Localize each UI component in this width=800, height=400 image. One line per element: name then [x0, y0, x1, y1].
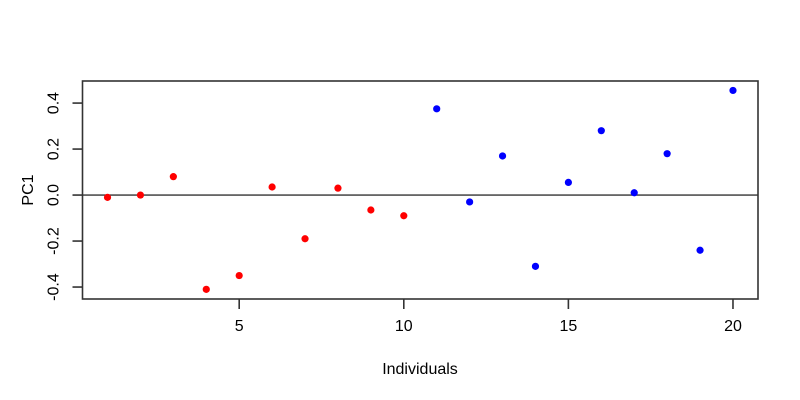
x-tick-label: 15: [559, 318, 577, 335]
y-axis: -0.4 -0.2 0.0 0.2 0.4: [46, 92, 83, 301]
data-point: [334, 184, 342, 192]
data-point: [268, 183, 276, 191]
y-tick-label: 0.0: [46, 184, 63, 206]
x-tick-label: 10: [395, 318, 413, 335]
data-point: [169, 173, 177, 181]
data-point: [696, 246, 704, 254]
y-tick-label: 0.4: [46, 92, 63, 114]
data-point: [466, 198, 474, 206]
data-point: [729, 86, 737, 95]
y-tick-label: -0.4: [46, 273, 63, 301]
x-axis: 5 10 15 20: [235, 299, 742, 335]
data-point: [531, 262, 540, 270]
data-points: [103, 86, 737, 293]
data-point: [630, 189, 638, 197]
data-point: [433, 105, 441, 113]
data-point: [498, 152, 507, 160]
x-axis-label: Individuals: [382, 361, 458, 378]
data-point: [202, 285, 210, 293]
y-axis-label: PC1: [20, 174, 37, 205]
data-point: [597, 127, 605, 135]
data-point: [301, 235, 309, 243]
x-tick-label: 5: [235, 318, 244, 335]
y-tick-label: 0.2: [46, 138, 63, 160]
y-tick-label: -0.2: [46, 227, 63, 255]
data-point: [400, 212, 408, 220]
data-point: [103, 193, 112, 201]
plot-frame: [81, 80, 759, 300]
data-point: [564, 178, 572, 187]
data-point: [663, 150, 671, 158]
series-individuals-11-20: [433, 86, 737, 270]
data-point: [136, 191, 145, 199]
series-individuals-1-10: [103, 173, 408, 293]
x-tick-label: 20: [724, 318, 742, 335]
data-point: [235, 271, 243, 280]
plot-box: [81, 80, 759, 300]
data-point: [367, 206, 375, 214]
